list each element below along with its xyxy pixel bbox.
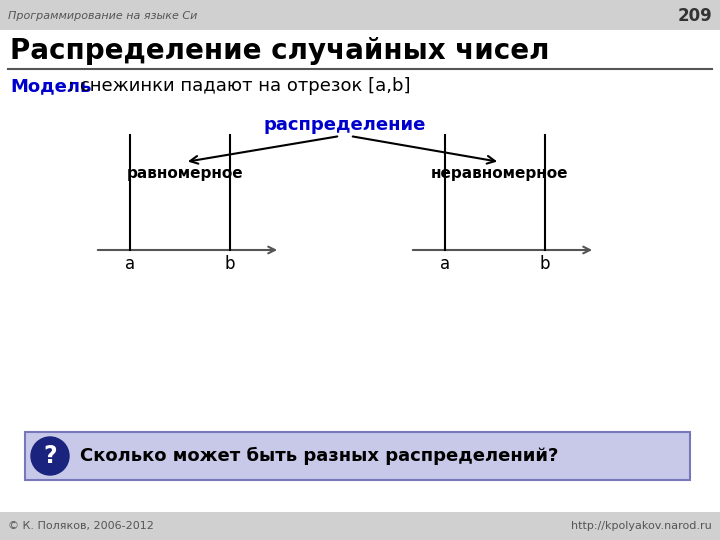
Text: : снежинки падают на отрезок [a,b]: : снежинки падают на отрезок [a,b]: [68, 77, 410, 95]
Text: Модель: Модель: [10, 77, 91, 95]
Circle shape: [31, 437, 69, 475]
Text: Распределение случайных чисел: Распределение случайных чисел: [10, 37, 549, 65]
Text: неравномерное: неравномерное: [431, 166, 569, 181]
Text: Сколько может быть разных распределений?: Сколько может быть разных распределений?: [80, 447, 559, 465]
Text: 209: 209: [678, 7, 712, 25]
FancyBboxPatch shape: [25, 432, 690, 480]
Text: ?: ?: [43, 444, 57, 468]
Text: равномерное: равномерное: [127, 166, 243, 181]
Text: © К. Поляков, 2006-2012: © К. Поляков, 2006-2012: [8, 521, 154, 531]
FancyBboxPatch shape: [0, 0, 720, 512]
Text: a: a: [125, 255, 135, 273]
Text: распределение: распределение: [264, 116, 426, 134]
FancyBboxPatch shape: [0, 512, 720, 540]
Text: Программирование на языке Си: Программирование на языке Си: [8, 11, 197, 21]
Text: b: b: [225, 255, 235, 273]
Text: a: a: [440, 255, 450, 273]
Text: b: b: [540, 255, 550, 273]
FancyBboxPatch shape: [0, 0, 720, 30]
Text: http://kpolyakov.narod.ru: http://kpolyakov.narod.ru: [571, 521, 712, 531]
